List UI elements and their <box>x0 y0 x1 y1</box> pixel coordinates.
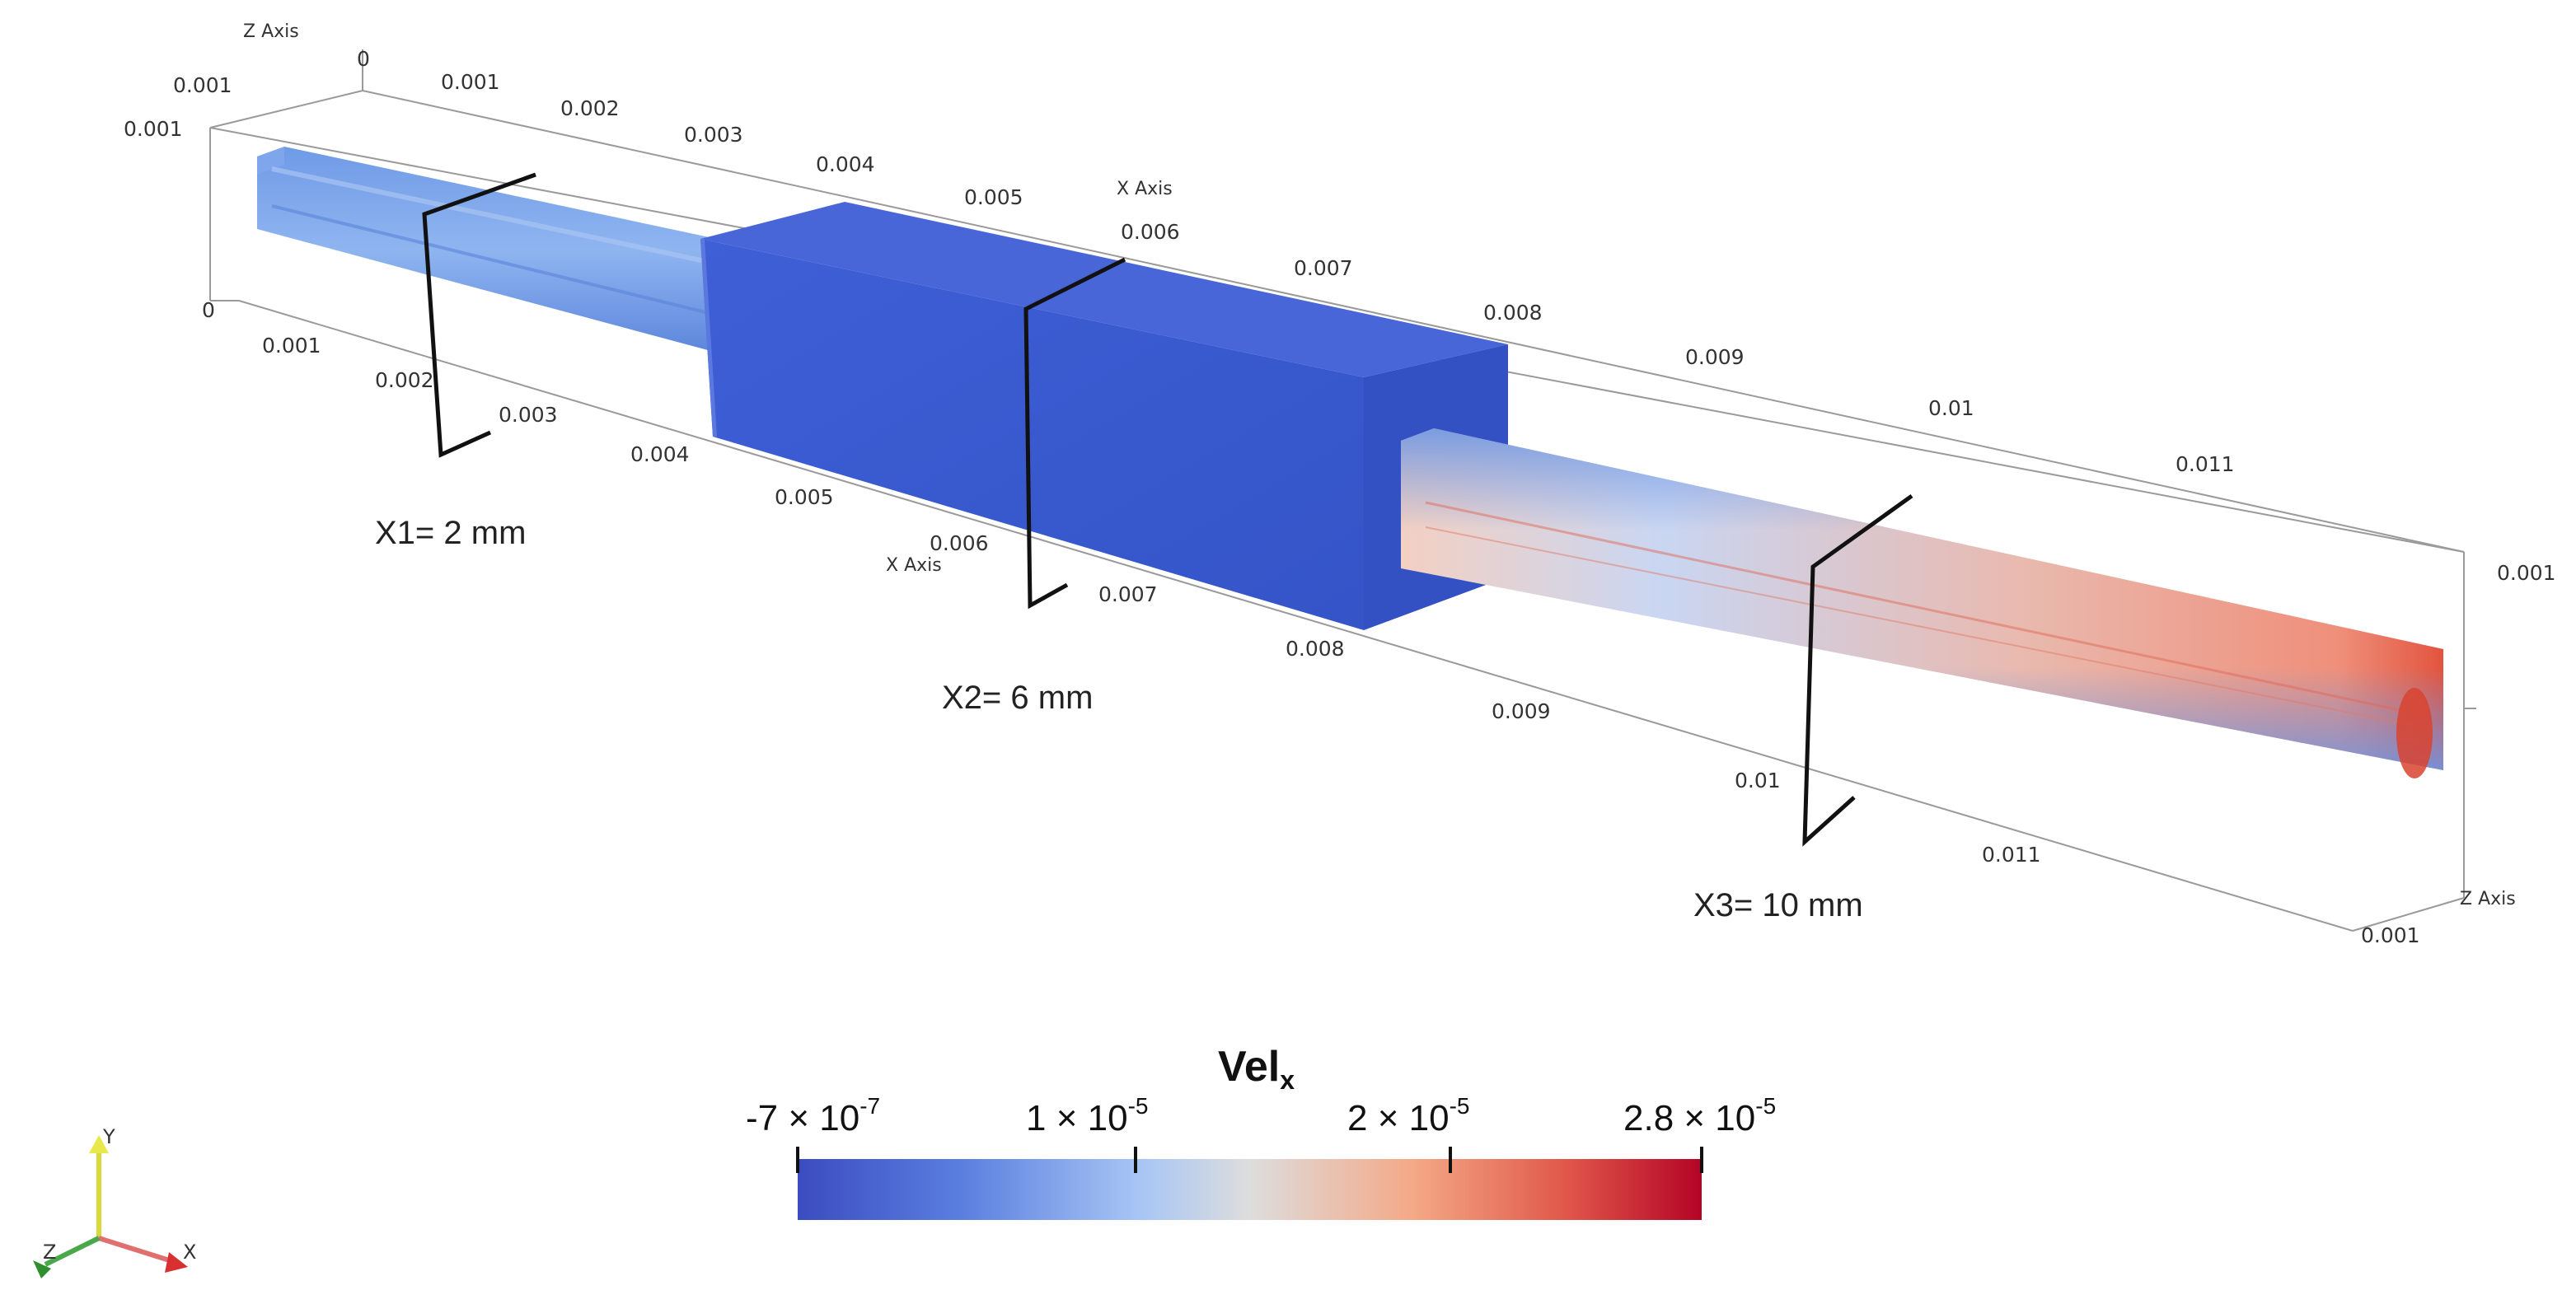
z-tick-3: 0 <box>202 298 215 322</box>
z-tick-2: 0.001 <box>124 117 183 141</box>
colorbar-gradient <box>798 1159 1702 1220</box>
bottom-tick-10: 0.01 <box>1735 769 1781 792</box>
colorbar-title-sub: x <box>1280 1065 1295 1095</box>
section-marker-x2 <box>1023 257 1126 610</box>
colorbar-tick-label-0: -7 × 10-7 <box>746 1093 880 1138</box>
top-tick-6: 0.006 <box>1121 220 1180 244</box>
x-axis-label-top: X Axis <box>1117 179 1173 199</box>
top-tick-11: 0.011 <box>2176 452 2235 476</box>
top-tick-0: 0 <box>357 47 370 71</box>
inlet-channel <box>257 147 717 353</box>
x-axis-label-bottom: X Axis <box>886 555 942 576</box>
bottom-tick-1: 0.001 <box>262 334 321 358</box>
section-marker-x3 <box>1802 493 1913 847</box>
bottom-tick-8: 0.008 <box>1286 637 1345 661</box>
bottom-tick-9: 0.009 <box>1492 699 1551 723</box>
top-tick-2: 0.002 <box>560 96 620 120</box>
right-tick-2: 0.001 <box>2361 923 2420 947</box>
colorbar-tick-label-3: 2.8 × 10-5 <box>1623 1093 1776 1138</box>
section-label-x1: X1= 2 mm <box>375 515 526 551</box>
section-marker-x1 <box>422 172 536 458</box>
outlet-channel <box>1401 428 2443 778</box>
top-tick-9: 0.009 <box>1685 345 1745 369</box>
bottom-tick-6: 0.006 <box>930 531 989 555</box>
top-tick-7: 0.007 <box>1294 256 1353 280</box>
z-tick-1: 0.001 <box>173 73 232 97</box>
orientation-x-label: X <box>183 1241 196 1264</box>
z-axis-label-right: Z Axis <box>2460 889 2516 909</box>
expansion-chamber <box>700 202 1508 630</box>
bottom-tick-5: 0.005 <box>775 485 834 509</box>
bottom-tick-4: 0.004 <box>630 442 690 466</box>
z-axis-label-top: Z Axis <box>243 21 299 42</box>
right-tick-1: 0.001 <box>2497 561 2556 585</box>
orientation-axes: Y X Z <box>33 1125 196 1278</box>
top-tick-10: 0.01 <box>1928 396 1974 420</box>
top-tick-4: 0.004 <box>816 152 875 176</box>
section-label-x2: X2= 6 mm <box>942 680 1093 716</box>
bottom-tick-7: 0.007 <box>1098 582 1158 606</box>
orientation-y-label: Y <box>102 1125 115 1148</box>
colorbar-tick-label-2: 2 × 10-5 <box>1347 1093 1469 1138</box>
colorbar-tick-label-1: 1 × 10-5 <box>1026 1093 1148 1138</box>
colorbar-title: Velx <box>1218 1043 1295 1095</box>
colorbar-title-main: Vel <box>1218 1043 1280 1091</box>
bottom-tick-3: 0.003 <box>499 403 558 427</box>
colorbar: Velx -7 × 10-7 1 × 10-5 2 × 10-5 2.8 × 1… <box>746 1043 1776 1220</box>
orientation-z-label: Z <box>43 1241 56 1264</box>
bottom-tick-11: 0.011 <box>1982 843 2041 867</box>
bottom-tick-2: 0.002 <box>375 368 434 392</box>
top-tick-3: 0.003 <box>684 123 743 147</box>
colorbar-ticks <box>796 1147 1703 1173</box>
section-label-x3: X3= 10 mm <box>1693 887 1863 923</box>
top-tick-8: 0.008 <box>1483 301 1543 325</box>
top-tick-5: 0.005 <box>964 185 1023 209</box>
top-tick-1: 0.001 <box>441 70 500 94</box>
